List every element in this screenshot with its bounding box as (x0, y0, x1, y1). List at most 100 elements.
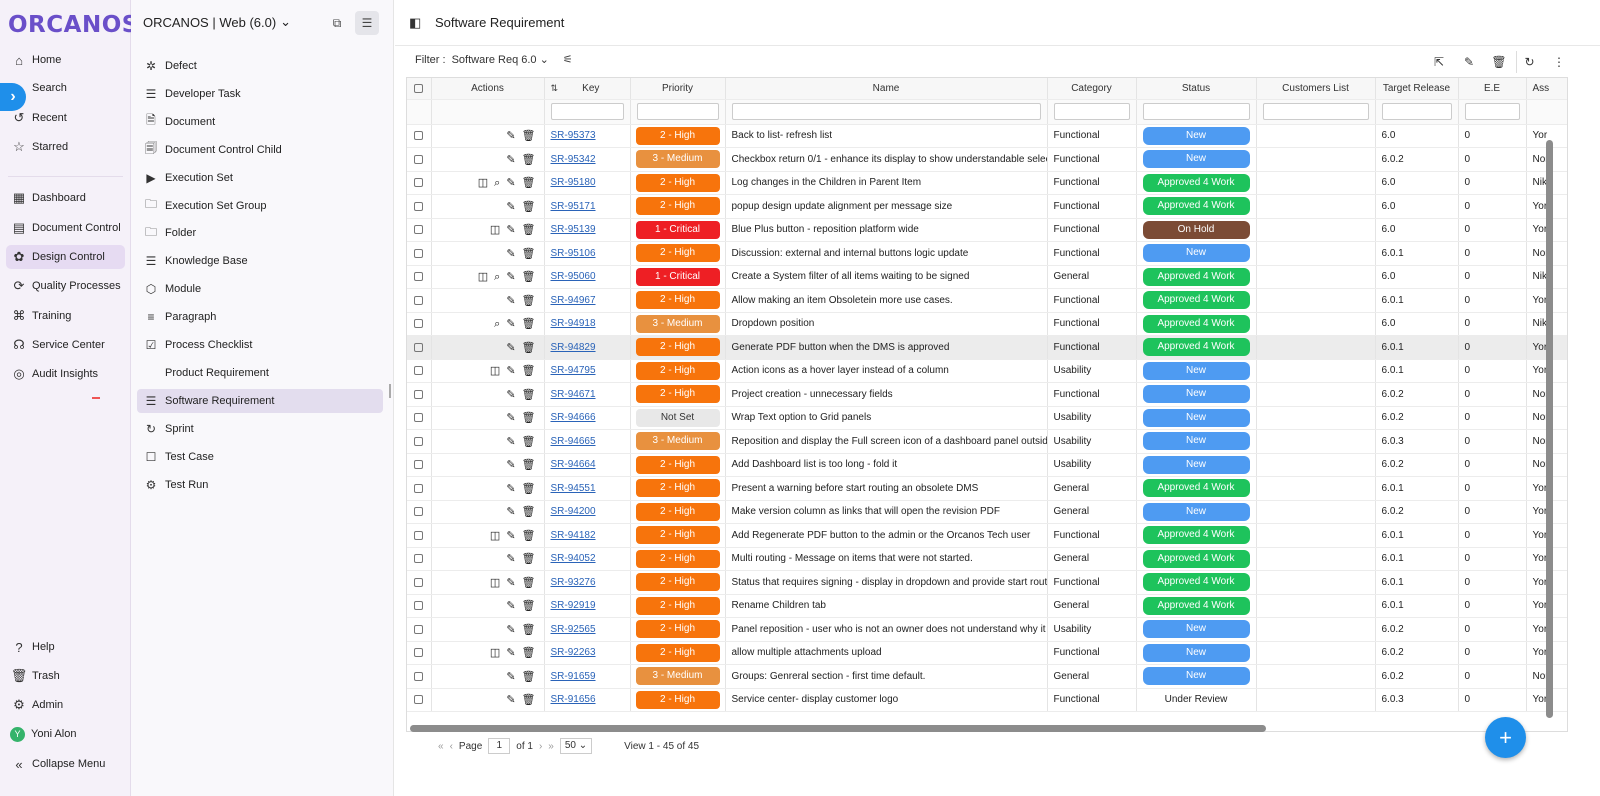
col-priority[interactable]: Priority (630, 78, 726, 100)
name-cell[interactable]: Multi routing - Message on items that we… (725, 547, 1048, 571)
name-cell[interactable]: Log changes in the Children in Parent It… (725, 171, 1048, 195)
tree-item-defect[interactable]: ✲ Defect (137, 54, 383, 78)
row-checkbox[interactable] (407, 194, 432, 219)
prev-page-icon[interactable]: ‹ (449, 740, 453, 752)
vertical-scrollbar[interactable] (1546, 140, 1553, 718)
table-row[interactable]: ⌕ ✎ 🗑 SR-94918 3 - Medium Dropdown position Fu… (407, 312, 1567, 336)
edit-icon[interactable]: ✎ (506, 459, 516, 472)
delete-icon[interactable]: 🗑 (521, 435, 536, 448)
key-link[interactable]: SR-92565 (550, 623, 596, 635)
edit-icon[interactable]: ✎ (506, 294, 516, 307)
col-name[interactable]: Name (725, 78, 1048, 100)
col-key[interactable]: ⇅ Key (544, 78, 631, 100)
delete-icon[interactable]: 🗑 (521, 553, 536, 566)
row-checkbox[interactable] (407, 218, 432, 242)
table-row[interactable]: ✎ 🗑 SR-95373 2 - High Back to list- refresh … (407, 124, 1567, 148)
tree-item-test-case[interactable]: ☐ Test Case (137, 445, 383, 469)
tree-item-software-requirement[interactable]: ☰ Software Requirement (137, 388, 383, 413)
edit-icon[interactable]: ✎ (506, 694, 516, 707)
key-link[interactable]: SR-94666 (550, 412, 596, 424)
delete-icon[interactable]: 🗑 (521, 529, 536, 542)
tree-item-execution-set-group[interactable]: 🗀 Execution Set Group (137, 194, 383, 218)
row-checkbox[interactable] (407, 335, 432, 360)
name-cell[interactable]: Allow making an item Obsoletein more use… (725, 288, 1048, 313)
edit-icon[interactable]: ✎ (506, 553, 516, 566)
key-link[interactable]: SR-94665 (550, 435, 596, 447)
row-checkbox[interactable] (407, 241, 432, 266)
rail-item-dashboard[interactable]: ▦ Dashboard (6, 186, 125, 210)
name-cell[interactable]: Present a warning before start routing a… (725, 476, 1048, 501)
delete-icon[interactable]: 🗑 (521, 130, 536, 143)
row-checkbox[interactable] (407, 312, 432, 336)
delete-icon[interactable]: 🗑 (521, 317, 536, 330)
row-checkbox[interactable] (407, 594, 432, 618)
customers-filter-input[interactable] (1262, 103, 1369, 120)
table-row[interactable]: ◫ ✎ 🗑 SR-94795 2 - High Action icons as a hov… (407, 359, 1567, 383)
name-cell[interactable]: Make version column as links that will o… (725, 500, 1048, 524)
tree-item-sprint[interactable]: ↻ Sprint (137, 417, 383, 441)
delete-icon[interactable]: 🗑 (521, 341, 536, 354)
table-row[interactable]: ◫ ✎ 🗑 SR-93276 2 - High Status that requires … (407, 570, 1567, 595)
rail-item-design-control[interactable]: ✿ Design Control (6, 245, 125, 269)
rail-item-quality-processes[interactable]: ⟳ Quality Processes (6, 274, 125, 298)
delete-icon[interactable]: 🗑 (521, 247, 536, 260)
add-item-button[interactable]: + (1485, 717, 1526, 758)
edit-icon[interactable]: ✎ (506, 670, 516, 683)
page-size-select[interactable]: 50 ⌄ (559, 738, 593, 754)
edit-icon[interactable]: ✎ (506, 153, 516, 166)
name-cell[interactable]: Groups: Genreral section - first time de… (725, 664, 1048, 689)
rail-item-trash[interactable]: 🗑 Trash (6, 664, 125, 688)
page-input[interactable]: 1 (488, 738, 511, 754)
name-cell[interactable]: Panel reposition - user who is not an ow… (725, 617, 1048, 642)
rail-item-help[interactable]: ? Help (6, 635, 125, 659)
last-page-icon[interactable]: » (548, 740, 554, 752)
name-filter-input[interactable] (731, 103, 1041, 120)
category-filter-input[interactable] (1053, 103, 1130, 120)
row-checkbox[interactable] (407, 265, 432, 289)
table-row[interactable]: ✎ 🗑 SR-91656 2 - High Service center- displa… (407, 688, 1567, 712)
edit-icon[interactable]: ✎ (506, 224, 516, 237)
row-checkbox[interactable] (407, 147, 432, 172)
row-checkbox[interactable] (407, 641, 432, 665)
delete-icon[interactable]: 🗑 (521, 153, 536, 166)
rail-item-service-center[interactable]: ☊ Service Center (6, 333, 125, 357)
edit-icon[interactable]: ✎ (506, 130, 516, 143)
sort-icon[interactable]: ⇅ (550, 82, 559, 93)
rail-item-admin[interactable]: ⚙ Admin (6, 693, 125, 717)
delete-icon[interactable]: 🗑 (521, 600, 536, 613)
split-view-icon[interactable]: ◫ (489, 647, 501, 660)
row-checkbox[interactable] (407, 617, 432, 642)
delete-icon[interactable]: 🗑 (521, 388, 536, 401)
split-view-icon[interactable]: ◫ (489, 224, 501, 237)
name-cell[interactable]: Generate PDF button when the DMS is appr… (725, 335, 1048, 360)
row-checkbox[interactable] (407, 359, 432, 383)
table-row[interactable]: ✎ 🗑 SR-95106 2 - High Discussion: external a… (407, 241, 1567, 266)
tree-item-process-checklist[interactable]: ☑ Process Checklist (137, 333, 383, 357)
delete-icon[interactable]: 🗑 (521, 482, 536, 495)
key-link[interactable]: SR-94795 (550, 365, 596, 377)
row-checkbox[interactable] (407, 688, 432, 712)
project-selector[interactable]: ORCANOS | Web (6.0) ⌄ (143, 14, 291, 30)
delete-icon[interactable]: 🗑 (521, 506, 536, 519)
row-checkbox[interactable] (407, 429, 432, 454)
name-cell[interactable]: Discussion: external and internal button… (725, 241, 1048, 266)
row-checkbox[interactable] (407, 476, 432, 501)
table-row[interactable]: ✎ 🗑 SR-94671 2 - High Project creation - unn… (407, 382, 1567, 407)
delete-icon[interactable]: 🗑 (521, 576, 536, 589)
name-cell[interactable]: Add Dashboard list is too long - fold it (725, 453, 1048, 477)
key-link[interactable]: SR-94052 (550, 553, 596, 565)
first-page-icon[interactable]: « (438, 740, 444, 752)
edit-icon[interactable]: ✎ (506, 482, 516, 495)
edit-icon[interactable]: ✎ (506, 435, 516, 448)
panel-resize-handle[interactable] (389, 384, 391, 398)
filter-select[interactable]: Software Req 6.0 ⌄ (452, 53, 549, 66)
key-link[interactable]: SR-94551 (550, 482, 596, 494)
delete-icon[interactable]: 🗑 (521, 412, 536, 425)
tree-item-product-requirement[interactable]: Product Requirement (137, 361, 383, 385)
col-category[interactable]: Category (1047, 78, 1137, 100)
table-row[interactable]: ✎ 🗑 SR-94200 2 - High Make version column as… (407, 500, 1567, 524)
tree-item-test-run[interactable]: ⚙ Test Run (137, 473, 383, 497)
name-cell[interactable]: Blue Plus button - reposition platform w… (725, 218, 1048, 242)
bulk-edit-icon[interactable]: ✎ (1463, 55, 1475, 69)
delete-icon[interactable]: 🗑 (521, 647, 536, 660)
